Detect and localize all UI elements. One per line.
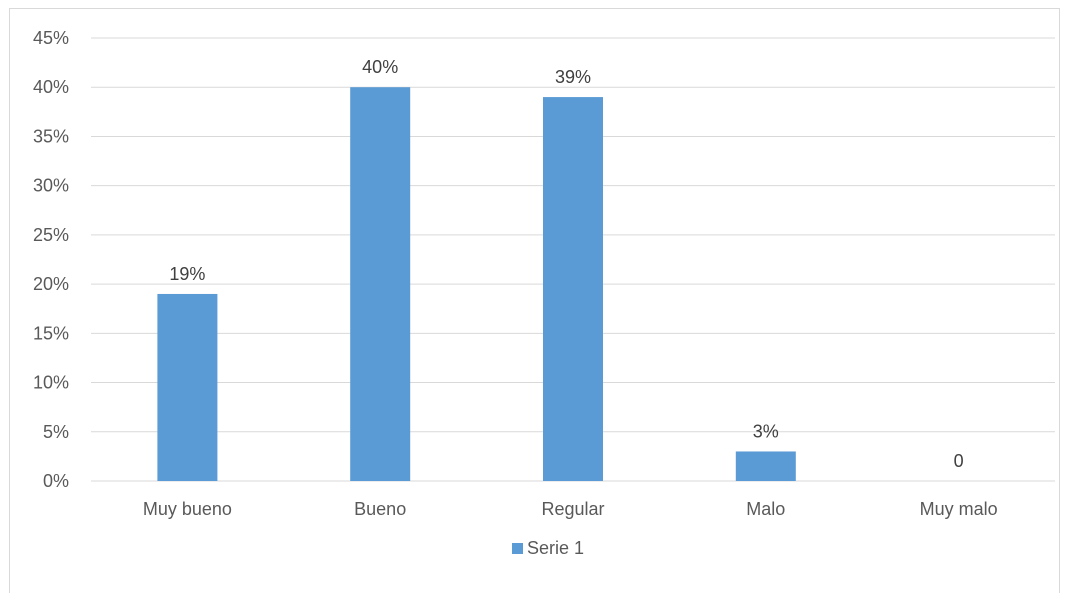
y-tick-label: 15% (33, 323, 69, 343)
y-tick-label: 10% (33, 373, 69, 393)
data-label: 39% (555, 67, 591, 87)
y-tick-label: 45% (33, 28, 69, 48)
x-tick-label: Malo (746, 499, 785, 519)
y-tick-label: 30% (33, 176, 69, 196)
data-label: 19% (169, 264, 205, 284)
y-tick-label: 25% (33, 225, 69, 245)
data-labels: 19% 40% 39% 3% 0 (169, 57, 963, 471)
bar (157, 293, 218, 481)
data-label: 3% (753, 421, 779, 441)
bar-chart: 0% 5% 10% 15% 20% 25% 30% 35% 40% 45% 19% 40% 39% 3%… (33, 28, 1055, 558)
y-tick-label: 5% (43, 422, 69, 442)
data-label: 0 (954, 451, 964, 471)
x-axis: Muy bueno Bueno Regular Malo Muy malo (143, 499, 998, 519)
legend-swatch (512, 543, 523, 554)
x-tick-label: Muy bueno (143, 499, 232, 519)
bar (350, 87, 411, 481)
bar (735, 451, 796, 481)
x-tick-label: Regular (541, 499, 604, 519)
legend-label: Serie 1 (527, 538, 584, 558)
x-tick-label: Muy malo (920, 499, 998, 519)
y-tick-label: 35% (33, 126, 69, 146)
y-axis: 0% 5% 10% 15% 20% 25% 30% 35% 40% 45% (33, 28, 69, 491)
y-tick-label: 0% (43, 471, 69, 491)
bar (543, 97, 603, 482)
legend: Serie 1 (512, 538, 584, 558)
y-tick-label: 40% (33, 77, 69, 97)
x-tick-label: Bueno (354, 499, 406, 519)
bars (157, 87, 796, 482)
data-label: 40% (362, 57, 398, 77)
chart-area: 0% 5% 10% 15% 20% 25% 30% 35% 40% 45% 19% 40% 39% 3%… (9, 8, 1060, 593)
y-tick-label: 20% (33, 274, 69, 294)
